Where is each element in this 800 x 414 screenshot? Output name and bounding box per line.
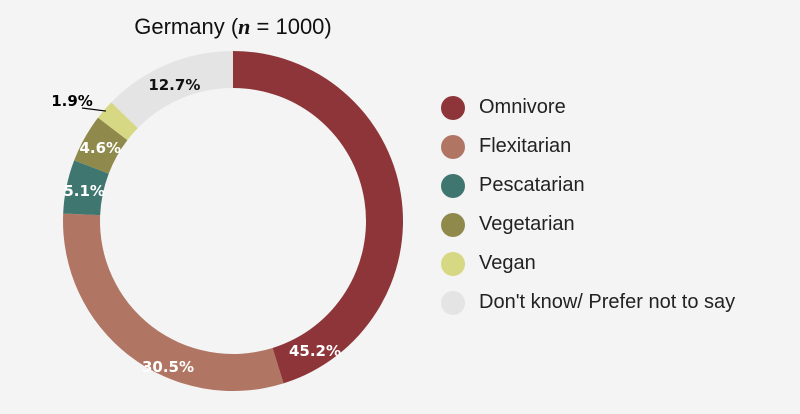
- legend-item: Pescatarian: [441, 166, 735, 205]
- data-label: 5.1%: [63, 182, 105, 200]
- legend-item: Flexitarian: [441, 127, 735, 166]
- legend-swatch: [441, 212, 465, 237]
- legend-swatch: [441, 173, 465, 198]
- legend-swatch: [441, 95, 465, 120]
- title-n: n: [238, 14, 251, 39]
- data-label: 4.6%: [79, 139, 121, 157]
- chart-title: Germany (n = 1000): [0, 14, 466, 40]
- slice-vegetarian: [74, 117, 128, 174]
- legend-label: Pescatarian: [479, 174, 585, 196]
- data-label: 12.7%: [148, 76, 200, 94]
- legend-swatch: [441, 134, 465, 159]
- slice-vegan: [98, 102, 138, 141]
- legend-swatch: [441, 251, 465, 276]
- leader-line-vegan: [81, 107, 107, 112]
- legend-label: Omnivore: [479, 96, 566, 118]
- title-prefix: Germany (: [134, 14, 239, 39]
- slice-pescatarian: [63, 160, 109, 216]
- legend-item: Vegan: [441, 244, 735, 283]
- legend-label: Vegetarian: [479, 213, 575, 235]
- legend-label: Don't know/ Prefer not to say: [479, 291, 736, 313]
- slice-flexitarian: [62, 213, 284, 391]
- data-label: 45.2%: [289, 342, 341, 360]
- legend: Omnivore Flexitarian Pescatarian Vegetarian…: [441, 88, 735, 322]
- slice-don-t-know-prefer-not-to-say: [111, 51, 233, 129]
- legend-item: Omnivore: [441, 88, 735, 127]
- legend-item: Vegetarian: [441, 205, 735, 244]
- legend-label: Vegan: [479, 252, 536, 274]
- legend-item: Don't know/ Prefer not to say: [441, 283, 735, 322]
- data-label: 1.9%: [51, 92, 93, 110]
- title-suffix: = 1000): [250, 14, 332, 39]
- legend-swatch: [441, 290, 465, 315]
- data-label: 30.5%: [142, 358, 194, 376]
- legend-label: Flexitarian: [479, 135, 572, 157]
- slice-omnivore: [233, 51, 404, 384]
